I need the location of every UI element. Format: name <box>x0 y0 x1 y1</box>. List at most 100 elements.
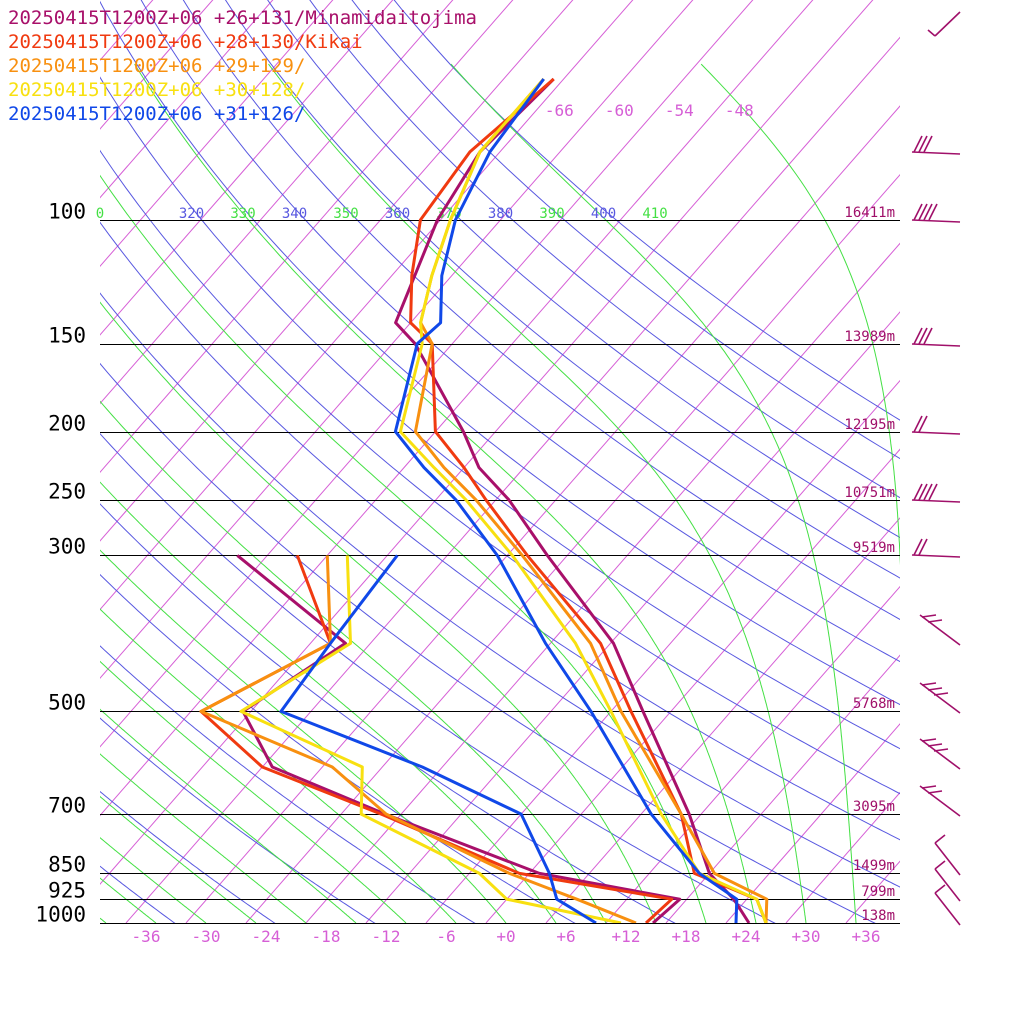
pressure-label: 500 <box>48 691 86 715</box>
temperature-axis: -36 -30 -24 -18 -12 -6 +0 +6 +12 +18 +24 +30 +36 <box>132 927 881 946</box>
isotherm-line <box>100 0 154 62</box>
dry-adiabat-line <box>100 292 900 888</box>
isotherm-line <box>845 860 900 923</box>
theta-label: 400 <box>591 206 616 222</box>
wind-barb-icon <box>911 203 961 223</box>
isotherm-line <box>785 791 900 923</box>
moist-adiabat-line <box>100 400 607 923</box>
dry-adiabat-line <box>182 0 900 621</box>
legend-entry: 20250415T1200Z+06 +26+131/Minamidaitojim… <box>8 7 477 29</box>
dry-adiabat-line <box>140 0 900 663</box>
wind-barb-icon <box>919 614 961 646</box>
temperature-tick-label: +18 <box>672 927 701 946</box>
moist-adiabat-line <box>100 795 257 923</box>
isobar-lines <box>100 220 900 924</box>
temperature-tick-label: -12 <box>372 927 401 946</box>
pressure-label: 700 <box>48 794 86 818</box>
upper-isotherm-label: -60 <box>605 101 634 120</box>
isotherm-line <box>100 0 574 542</box>
dry-adiabat-line <box>100 717 376 923</box>
isotherm-line <box>245 173 900 923</box>
pressure-label: 200 <box>48 412 86 436</box>
legend-entry: 20250415T1200Z+06 +30+128/ <box>8 79 305 101</box>
moist-adiabat-line <box>100 708 357 923</box>
moist-adiabat-line <box>100 660 407 923</box>
isotherm-line <box>0 0 53 923</box>
theta-labels: 0 320 330 340 350 360 370 380 390 400 410 <box>96 206 668 222</box>
pressure-label: 300 <box>48 535 86 559</box>
isotherm-line <box>100 0 334 268</box>
legend: 20250415T1200Z+06 +26+131/Minamidaitojim… <box>8 7 477 125</box>
isotherm-line <box>605 585 900 923</box>
isotherm-line <box>100 0 454 405</box>
isotherm-line <box>100 0 394 336</box>
upper-isotherm-label: -48 <box>725 101 754 120</box>
dry-adiabat-line <box>100 221 900 841</box>
wind-barb-icon <box>911 135 961 155</box>
theta-label: 360 <box>385 206 410 222</box>
geopotential-height-label: 12195m <box>844 417 895 433</box>
wind-barb-icon <box>934 884 961 926</box>
temperature-tick-label: +12 <box>612 927 641 946</box>
isotherm-line <box>100 0 274 199</box>
wind-barb-icon <box>911 538 961 558</box>
wind-barb-icon <box>934 860 961 902</box>
height-labels: 16411m 13989m 12195m 10751m 9519m 5768m 3095m 1… <box>844 205 895 924</box>
temperature-tick-label: -24 <box>252 927 281 946</box>
isotherm-line <box>100 0 814 817</box>
dry-adiabat-line <box>393 0 900 421</box>
legend-entry: 20250415T1200Z+06 +29+129/ <box>8 55 305 77</box>
isotherm-line <box>185 105 900 923</box>
moist-adiabat-line <box>100 608 457 923</box>
theta-label: 410 <box>642 206 667 222</box>
isotherm-line <box>425 379 900 923</box>
sounding-profiles <box>199 77 769 923</box>
wind-barb-icon <box>919 738 961 770</box>
isotherm-line <box>966 0 1024 923</box>
temperature-profile-line <box>393 78 739 923</box>
dry-adiabat-line <box>100 0 900 706</box>
wind-barb-icon <box>911 327 961 347</box>
geopotential-height-label: 10751m <box>844 485 895 501</box>
isotherm-line <box>100 0 634 611</box>
geopotential-height-label: 1499m <box>853 858 895 874</box>
isotherm-line <box>100 0 514 473</box>
upper-isotherm-label: -54 <box>665 101 694 120</box>
isotherm-line <box>100 0 694 679</box>
temperature-tick-label: -18 <box>312 927 341 946</box>
geopotential-height-label: 16411m <box>844 205 895 221</box>
theta-label: 320 <box>179 206 204 222</box>
pressure-label: 925 <box>48 879 86 903</box>
isotherm-line <box>0 0 113 923</box>
dry-adiabat-line <box>267 0 900 539</box>
wind-barb-icon <box>911 483 961 503</box>
wind-barbs <box>911 11 961 926</box>
pressure-label: 100 <box>48 200 86 224</box>
legend-entry: 20250415T1200Z+06 +28+130/Kikai <box>8 31 363 53</box>
geopotential-height-label: 13989m <box>844 329 895 345</box>
dry-adiabat-line <box>100 362 876 923</box>
dry-adiabat-line <box>100 76 900 750</box>
isotherm-line <box>305 242 900 923</box>
moist-adiabat-line <box>100 753 307 923</box>
temperature-tick-label: +6 <box>556 927 575 946</box>
moist-adiabat-line <box>100 549 507 923</box>
isotherm-lines <box>0 0 1024 923</box>
moist-adiabat-line <box>268 63 807 923</box>
isotherm-line <box>100 0 754 748</box>
dry-adiabat-lines <box>100 0 900 923</box>
dry-adiabat-line <box>100 432 776 923</box>
moist-adiabat-line <box>100 301 657 923</box>
temperature-tick-label: -36 <box>132 927 161 946</box>
temperature-profile-line <box>409 77 768 923</box>
dry-adiabat-line <box>100 149 900 795</box>
isotherm-line <box>100 0 214 130</box>
isotherm-line <box>545 517 900 923</box>
dry-adiabat-line <box>100 573 576 923</box>
temperature-tick-label: -30 <box>192 927 221 946</box>
moist-adiabat-line <box>450 63 857 923</box>
pressure-label: 850 <box>48 853 86 877</box>
dry-adiabat-line <box>309 0 900 499</box>
